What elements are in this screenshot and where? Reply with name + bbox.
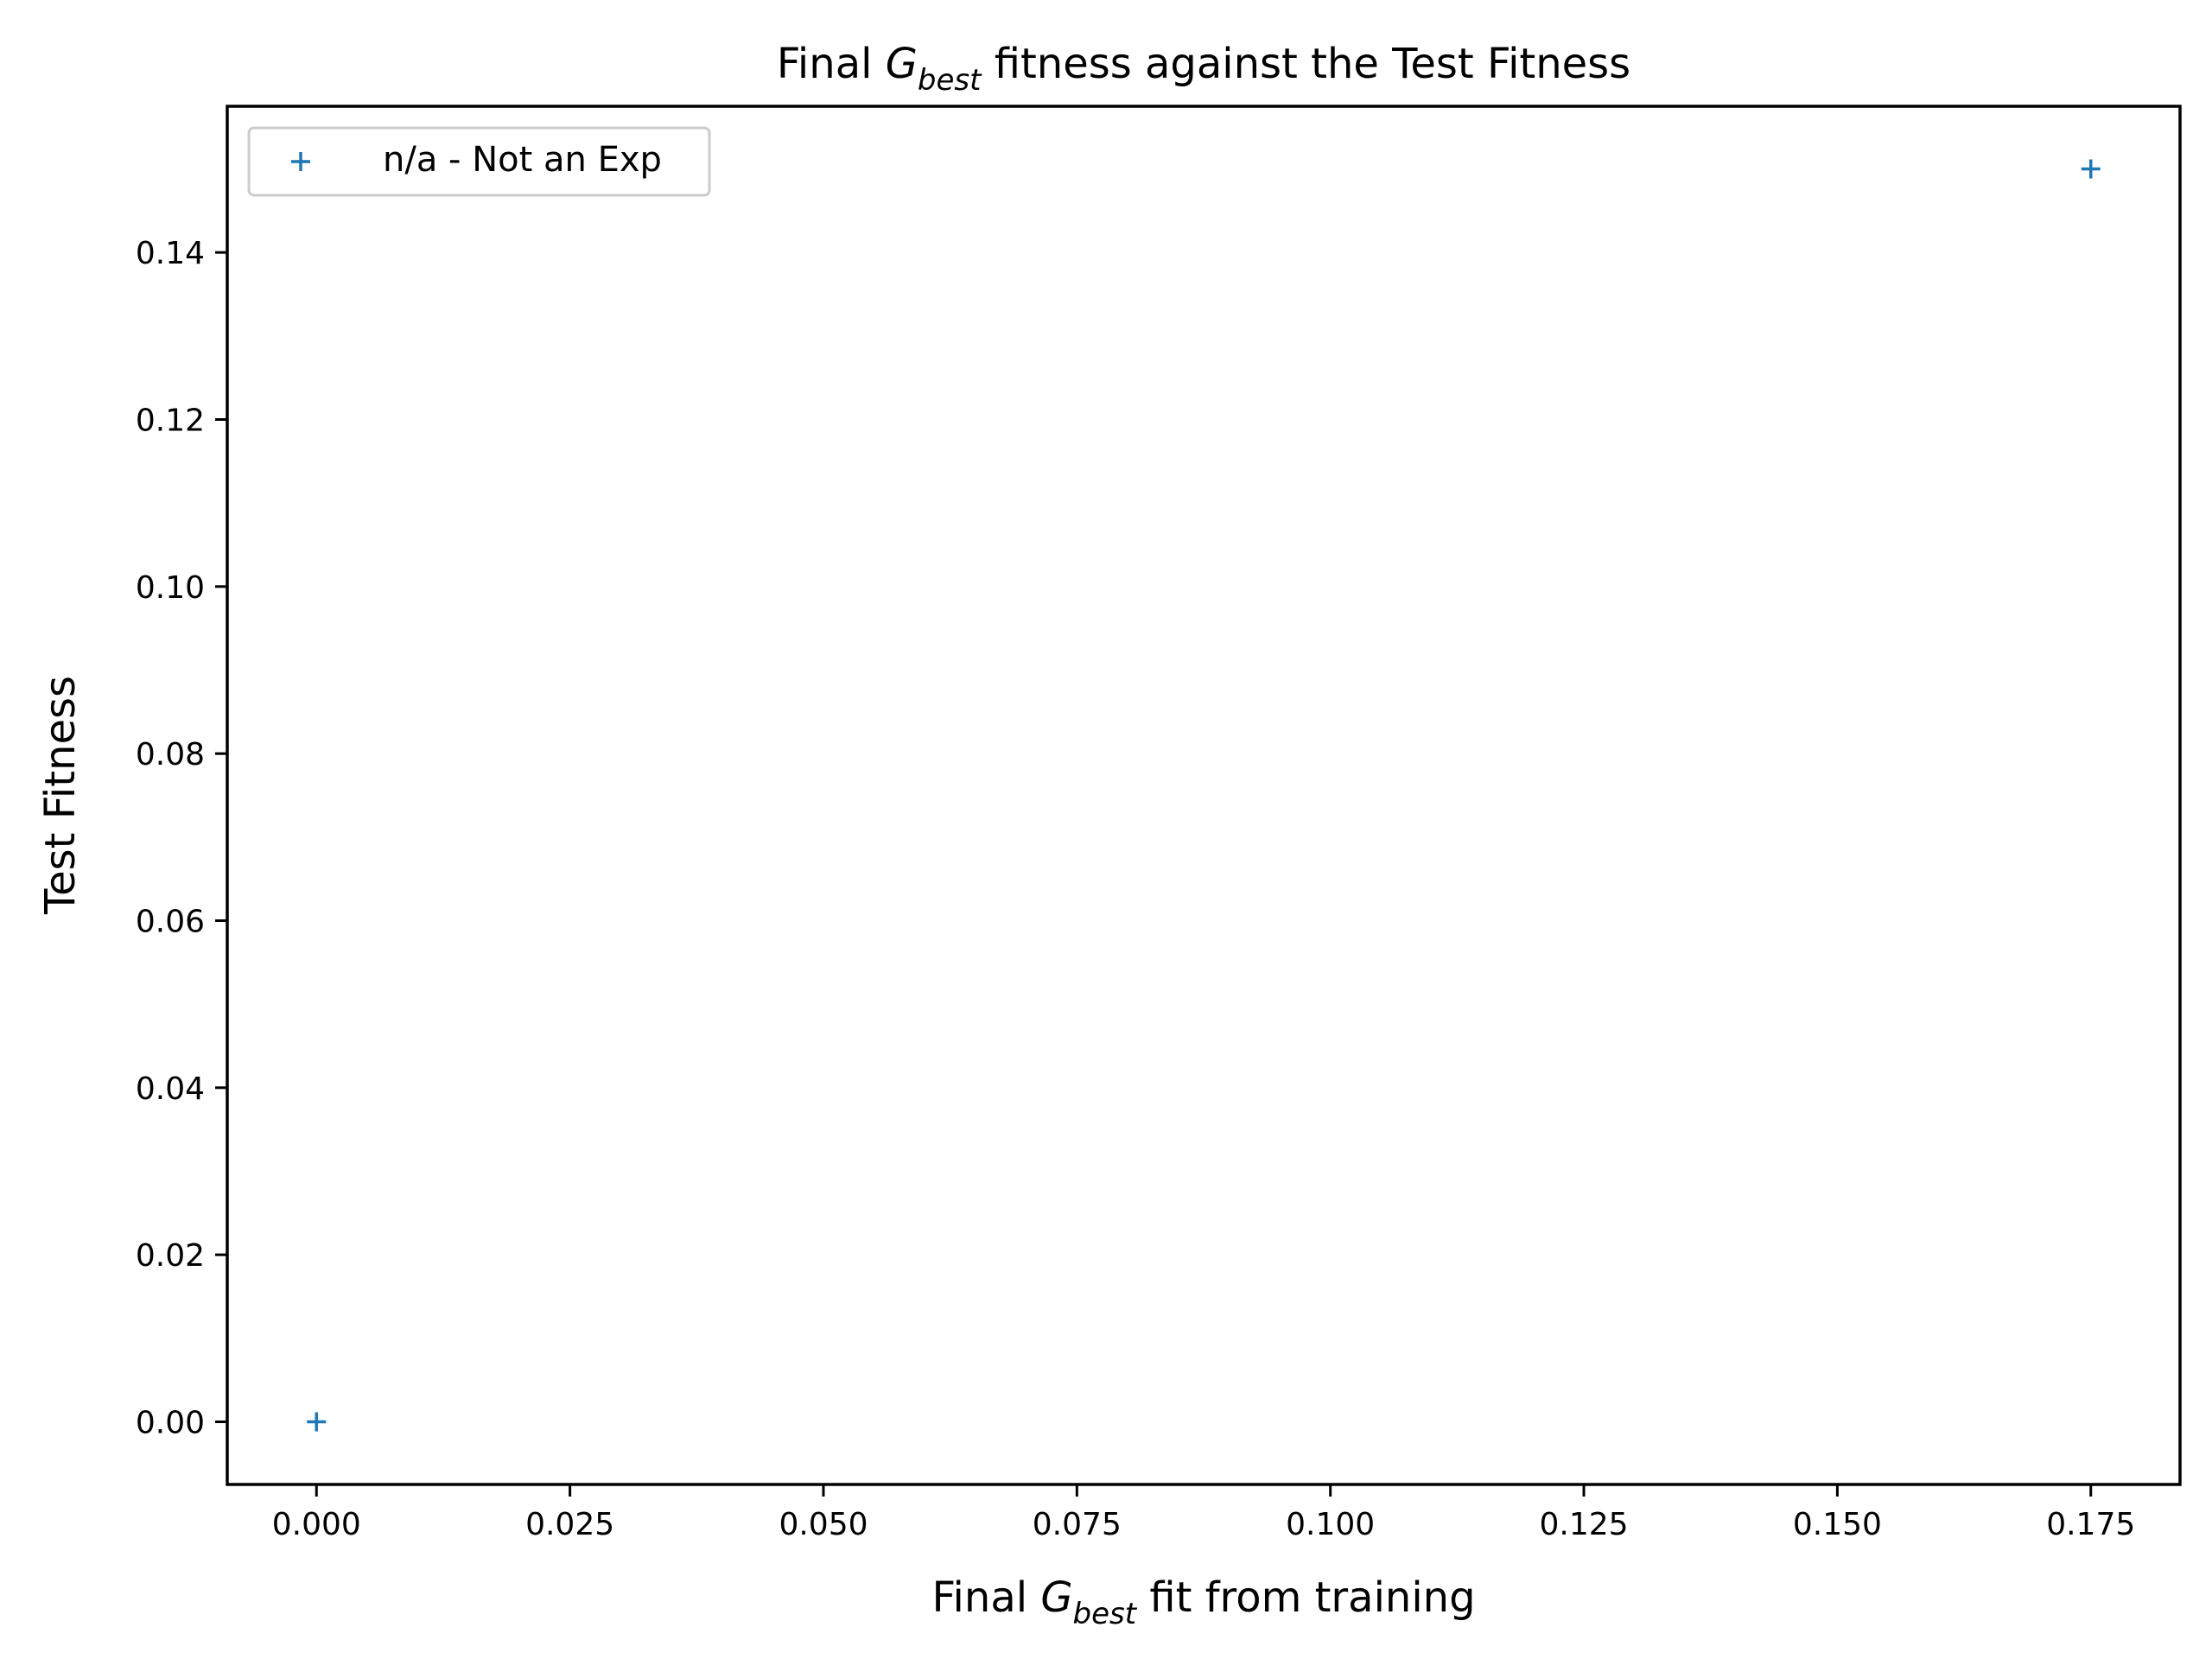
chart-title: Final Gbest fitness against the Test Fit… [777,40,1630,98]
x-tick-label: 0.125 [1539,1507,1628,1542]
y-tick-label: 0.12 [136,404,205,439]
legend-plus-icon [291,152,310,171]
data-point [2081,159,2101,179]
plot-marks [307,159,2101,1432]
x-tick-label: 0.100 [1286,1507,1375,1542]
x-tick-label: 0.150 [1793,1507,1882,1542]
y-axis-label: Test Fitness [36,676,85,915]
x-axis-ticks: 0.000 0.025 0.050 0.075 0.100 0.125 0.150 0.175 [272,1484,2135,1542]
y-tick-label: 0.04 [136,1071,205,1107]
y-tick-label: 0.08 [136,737,205,772]
y-tick-label: 0.14 [136,236,205,271]
x-tick-label: 0.050 [779,1507,868,1542]
x-tick-label: 0.175 [2046,1507,2135,1542]
legend: n/a - Not an Exp [247,126,711,197]
x-tick-label: 0.025 [525,1507,614,1542]
x-axis-label: Final Gbest fit from training [931,1573,1475,1631]
y-tick-label: 0.00 [136,1406,205,1441]
y-tick-label: 0.06 [136,905,205,940]
y-tick-label: 0.10 [136,570,205,606]
y-tick-label: 0.02 [136,1238,205,1274]
y-axis-ticks: 0.00 0.02 0.04 0.06 0.08 0.10 0.12 0.14 [136,236,227,1441]
x-tick-label: 0.000 [272,1507,361,1542]
legend-box [247,126,711,197]
legend-label: n/a - Not an Exp [383,140,662,180]
legend-marker-plus [291,152,310,171]
data-point [307,1412,327,1432]
plot-frame [226,105,2182,1486]
x-tick-label: 0.075 [1033,1507,1122,1542]
